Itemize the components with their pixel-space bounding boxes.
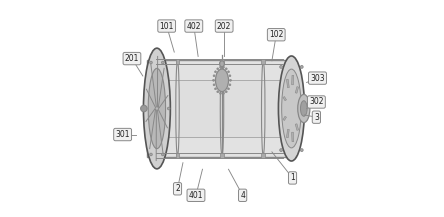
- Text: 401: 401: [189, 191, 203, 200]
- Text: 2: 2: [175, 184, 180, 193]
- Text: 202: 202: [217, 21, 231, 31]
- Bar: [147, 60, 296, 157]
- Bar: [176, 153, 179, 158]
- FancyArrow shape: [292, 132, 294, 142]
- Bar: [176, 59, 179, 64]
- Ellipse shape: [222, 92, 225, 94]
- Ellipse shape: [217, 68, 219, 70]
- Text: 3: 3: [314, 113, 319, 122]
- FancyArrow shape: [297, 108, 300, 109]
- FancyArrow shape: [292, 75, 294, 85]
- Bar: [220, 59, 224, 64]
- FancyArrow shape: [283, 97, 286, 101]
- Ellipse shape: [222, 66, 225, 68]
- Bar: [220, 153, 224, 158]
- Ellipse shape: [298, 94, 310, 123]
- Ellipse shape: [150, 61, 152, 64]
- Ellipse shape: [220, 61, 224, 67]
- Ellipse shape: [213, 79, 214, 81]
- Ellipse shape: [280, 66, 282, 68]
- Text: 1: 1: [290, 173, 295, 182]
- Ellipse shape: [217, 91, 219, 93]
- Ellipse shape: [167, 107, 170, 110]
- Ellipse shape: [214, 71, 217, 73]
- Ellipse shape: [143, 48, 170, 169]
- Text: 302: 302: [309, 97, 324, 107]
- Ellipse shape: [229, 75, 231, 77]
- FancyArrow shape: [286, 79, 289, 88]
- Ellipse shape: [162, 61, 164, 64]
- Ellipse shape: [215, 69, 229, 92]
- FancyArrow shape: [295, 87, 299, 93]
- Ellipse shape: [219, 66, 222, 68]
- Ellipse shape: [227, 88, 230, 90]
- Ellipse shape: [281, 69, 301, 148]
- Text: 301: 301: [115, 130, 130, 139]
- Ellipse shape: [229, 84, 231, 86]
- Ellipse shape: [225, 91, 227, 93]
- Bar: [158, 80, 288, 137]
- Ellipse shape: [148, 68, 166, 149]
- Bar: [262, 59, 265, 64]
- Text: 4: 4: [240, 191, 245, 200]
- FancyArrow shape: [283, 116, 286, 120]
- Ellipse shape: [213, 84, 215, 86]
- Ellipse shape: [162, 153, 164, 156]
- Bar: [262, 153, 265, 158]
- Ellipse shape: [141, 105, 147, 112]
- Text: 303: 303: [310, 74, 325, 83]
- FancyArrow shape: [286, 129, 289, 138]
- Ellipse shape: [219, 92, 222, 94]
- FancyArrow shape: [295, 124, 299, 130]
- Ellipse shape: [144, 107, 147, 110]
- Ellipse shape: [230, 79, 231, 81]
- Text: 102: 102: [269, 30, 283, 39]
- Ellipse shape: [150, 153, 152, 156]
- Ellipse shape: [213, 75, 215, 77]
- Ellipse shape: [227, 71, 230, 73]
- Ellipse shape: [300, 149, 303, 151]
- Ellipse shape: [225, 68, 227, 70]
- Ellipse shape: [301, 101, 307, 116]
- Ellipse shape: [278, 56, 305, 161]
- Ellipse shape: [280, 149, 282, 151]
- Text: 402: 402: [186, 21, 201, 31]
- Ellipse shape: [214, 88, 217, 90]
- Text: 201: 201: [125, 54, 139, 63]
- Ellipse shape: [300, 66, 303, 68]
- Text: 101: 101: [159, 21, 174, 31]
